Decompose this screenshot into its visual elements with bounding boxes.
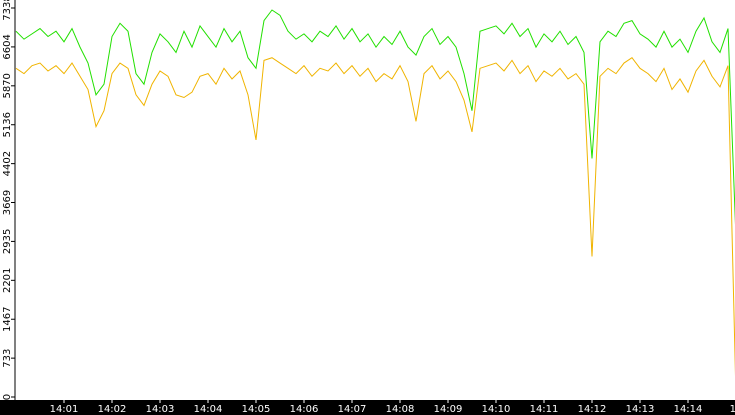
y-tick-label: 5870 [2, 73, 13, 98]
y-tick-label: 733 [2, 349, 13, 368]
x-tick-label: 14:01 [50, 404, 79, 415]
plot-area [15, 9, 735, 377]
x-tick-label: 14:05 [242, 404, 271, 415]
x-tick-label: 14:03 [146, 404, 175, 415]
y-tick-label: 0 [2, 394, 13, 400]
x-tick-label: 14:13 [626, 404, 655, 415]
x-axis-band [0, 400, 735, 415]
x-tick-label: 14:12 [578, 404, 607, 415]
x-tick-label: 14:11 [530, 404, 559, 415]
y-tick-label: 3669 [2, 190, 13, 215]
series-line [15, 9, 735, 225]
y-tick-label: 2935 [2, 229, 13, 254]
x-tick-label: 14:10 [482, 404, 511, 415]
x-tick-label: 14:09 [434, 404, 463, 415]
x-tick-label: 14 [730, 404, 735, 415]
y-tick-label: 5136 [2, 112, 13, 137]
x-tick-label: 14:07 [338, 404, 367, 415]
x-tick-label: 14:14 [674, 404, 703, 415]
y-tick-label: 2201 [2, 268, 13, 293]
x-tick-label: 14:06 [290, 404, 319, 415]
x-tick-label: 14:02 [98, 404, 127, 415]
x-tick-label: 14:04 [194, 404, 223, 415]
y-tick-label: 6604 [2, 34, 13, 59]
y-tick-label: 7338 [2, 0, 13, 21]
series-line [15, 57, 735, 377]
x-tick-label: 14:08 [386, 404, 415, 415]
y-tick-label: 4402 [2, 151, 13, 176]
y-tick-label: 1467 [2, 307, 13, 332]
